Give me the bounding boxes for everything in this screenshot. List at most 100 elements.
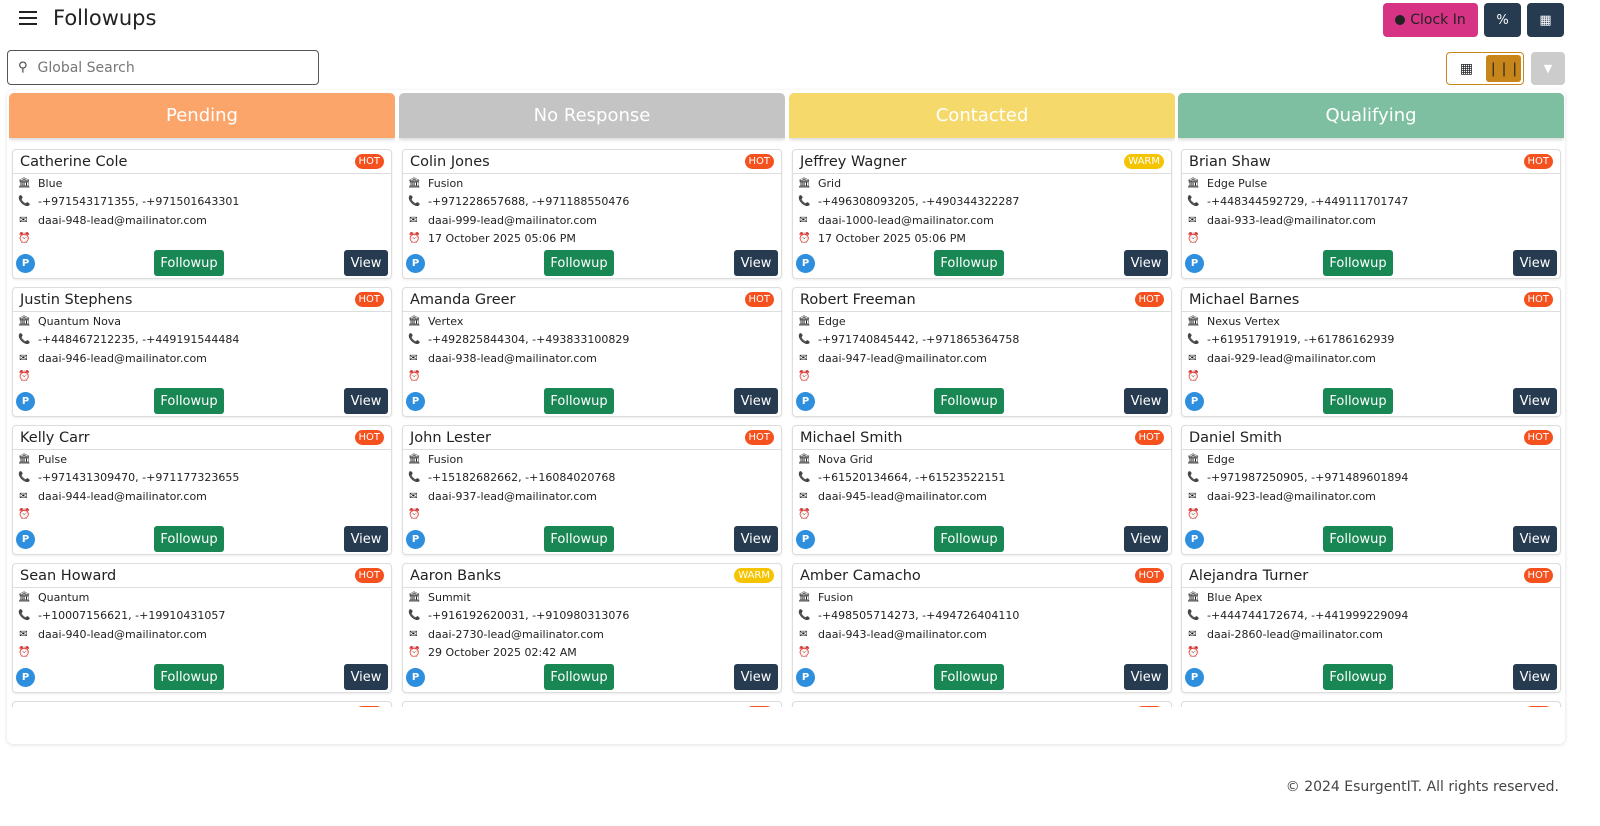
phone-icon: 📞 bbox=[1187, 472, 1200, 484]
company: Grid bbox=[818, 176, 842, 190]
view-button[interactable]: View bbox=[1124, 250, 1168, 276]
company: Blue bbox=[38, 176, 63, 190]
priority-badge: P bbox=[406, 668, 425, 687]
bank-icon: 🏛 bbox=[798, 315, 811, 327]
email: daai-947-lead@mailinator.com bbox=[818, 351, 987, 365]
temperature-badge: HOT bbox=[354, 568, 384, 583]
followup-button[interactable]: Followup bbox=[1323, 250, 1393, 276]
search-input[interactable] bbox=[37, 59, 298, 76]
columns-icon: ❘❘❘ bbox=[1487, 60, 1520, 77]
grid-view-button[interactable]: ▦ bbox=[1449, 55, 1484, 82]
lead-name: Aaron Banks bbox=[410, 567, 502, 584]
view-button[interactable]: View bbox=[1513, 250, 1557, 276]
phone-icon: 📞 bbox=[18, 610, 31, 622]
mail-icon: ✉ bbox=[1188, 352, 1197, 364]
followup-button[interactable]: Followup bbox=[934, 250, 1004, 276]
phones: -+492825844304, -+493833100829 bbox=[428, 333, 630, 347]
alarm-icon: ⏰ bbox=[1187, 509, 1200, 521]
followup-button[interactable]: Followup bbox=[154, 526, 224, 552]
clock-in-button[interactable]: Clock In bbox=[1383, 3, 1478, 37]
lead-name: Michael Smith bbox=[800, 429, 903, 446]
temperature-badge: HOT bbox=[1523, 430, 1553, 445]
priority-badge: P bbox=[16, 668, 35, 687]
view-button[interactable]: View bbox=[734, 526, 778, 552]
view-button[interactable]: View bbox=[734, 388, 778, 414]
lead-card: Michael Smith HOT 🏛 Nova Grid 📞 -+615201346… bbox=[792, 425, 1172, 555]
column-header: Pending bbox=[9, 93, 395, 138]
followup-button[interactable]: Followup bbox=[934, 388, 1004, 414]
card-list[interactable]: Jeffrey Wagner WARM 🏛 Grid 📞 -+496308093205… bbox=[789, 138, 1175, 707]
percent-button[interactable]: % bbox=[1484, 3, 1521, 37]
filter-button[interactable]: ▼ bbox=[1531, 52, 1565, 85]
followup-button[interactable]: Followup bbox=[1323, 526, 1393, 552]
view-button[interactable]: View bbox=[344, 664, 388, 690]
view-button[interactable]: View bbox=[344, 526, 388, 552]
followup-button[interactable]: Followup bbox=[154, 664, 224, 690]
followup-button[interactable]: Followup bbox=[154, 388, 224, 414]
email: daai-2860-lead@mailinator.com bbox=[1207, 627, 1383, 641]
alarm-icon: ⏰ bbox=[798, 233, 811, 245]
menu-icon[interactable] bbox=[19, 11, 37, 25]
followup-button[interactable]: Followup bbox=[544, 388, 614, 414]
phone-icon: 📞 bbox=[18, 196, 31, 208]
followup-button[interactable]: Followup bbox=[1323, 664, 1393, 690]
view-button[interactable]: View bbox=[734, 664, 778, 690]
bank-icon: 🏛 bbox=[1187, 177, 1200, 189]
followup-button[interactable]: Followup bbox=[544, 526, 614, 552]
column-header: No Response bbox=[399, 93, 785, 138]
view-button[interactable]: View bbox=[1124, 526, 1168, 552]
card-header: John Lester HOT bbox=[403, 426, 781, 450]
mail-icon: ✉ bbox=[409, 352, 418, 364]
phone-icon: 📞 bbox=[18, 334, 31, 346]
followup-button[interactable]: Followup bbox=[934, 664, 1004, 690]
followup-button[interactable]: Followup bbox=[1323, 388, 1393, 414]
card-header: Sean Howard HOT bbox=[13, 564, 391, 588]
lead-name: Amy Sat bbox=[800, 706, 861, 708]
card-list[interactable]: Brian Shaw HOT 🏛 Edge Pulse 📞 -+44834459272… bbox=[1178, 138, 1564, 707]
priority-badge: P bbox=[796, 668, 815, 687]
view-button[interactable]: View bbox=[1513, 526, 1557, 552]
view-button[interactable]: View bbox=[1513, 664, 1557, 690]
email: daai-923-lead@mailinator.com bbox=[1207, 489, 1376, 503]
phones: -+61520134664, -+61523522151 bbox=[818, 471, 1006, 485]
lead-card: Jeffrey Wagner WARM 🏛 Grid 📞 -+496308093205… bbox=[792, 149, 1172, 279]
followup-button[interactable]: Followup bbox=[544, 250, 614, 276]
alarm-icon: ⏰ bbox=[1187, 233, 1200, 245]
alarm-icon: ⏰ bbox=[18, 233, 31, 245]
lead-name: Kelly Carr bbox=[20, 429, 90, 446]
dashboard-icon: ▦ bbox=[1539, 12, 1552, 28]
view-button[interactable]: View bbox=[344, 388, 388, 414]
bank-icon: 🏛 bbox=[408, 591, 421, 603]
email: daai-940-lead@mailinator.com bbox=[38, 627, 207, 641]
company: Quantum Nova bbox=[38, 314, 122, 328]
phone-icon: 📞 bbox=[408, 196, 421, 208]
phones: -+971431309470, -+971177323655 bbox=[38, 471, 240, 485]
view-button[interactable]: View bbox=[1513, 388, 1557, 414]
followup-button[interactable]: Followup bbox=[934, 526, 1004, 552]
dashboard-button[interactable]: ▦ bbox=[1527, 3, 1564, 37]
bank-icon: 🏛 bbox=[18, 315, 31, 327]
card-header: HOT bbox=[403, 702, 781, 707]
view-button[interactable]: View bbox=[734, 250, 778, 276]
view-button[interactable]: View bbox=[1124, 664, 1168, 690]
alarm-icon: ⏰ bbox=[408, 509, 421, 521]
card-list[interactable]: Catherine Cole HOT 🏛 Blue 📞 -+971543171355,… bbox=[9, 138, 395, 707]
card-header: Amber Camacho HOT bbox=[793, 564, 1171, 588]
company: Nexus Vertex bbox=[1207, 314, 1280, 328]
followup-button[interactable]: Followup bbox=[154, 250, 224, 276]
kanban-view-button[interactable]: ❘❘❘ bbox=[1486, 55, 1521, 82]
view-button[interactable]: View bbox=[1124, 388, 1168, 414]
global-search[interactable]: ⚲ bbox=[7, 50, 319, 85]
lead-name: Brian Shaw bbox=[1189, 153, 1271, 170]
view-button[interactable]: View bbox=[344, 250, 388, 276]
search-icon: ⚲ bbox=[18, 60, 28, 75]
view-toggle[interactable]: ▦ ❘❘❘ bbox=[1446, 52, 1524, 85]
bank-icon: 🏛 bbox=[18, 453, 31, 465]
company: Edge bbox=[1207, 452, 1235, 466]
card-list[interactable]: Colin Jones HOT 🏛 Fusion 📞 -+971228657688, … bbox=[399, 138, 785, 707]
temperature-badge: HOT bbox=[1523, 292, 1553, 307]
followup-button[interactable]: Followup bbox=[544, 664, 614, 690]
card-header: Aaron Banks WARM bbox=[403, 564, 781, 588]
